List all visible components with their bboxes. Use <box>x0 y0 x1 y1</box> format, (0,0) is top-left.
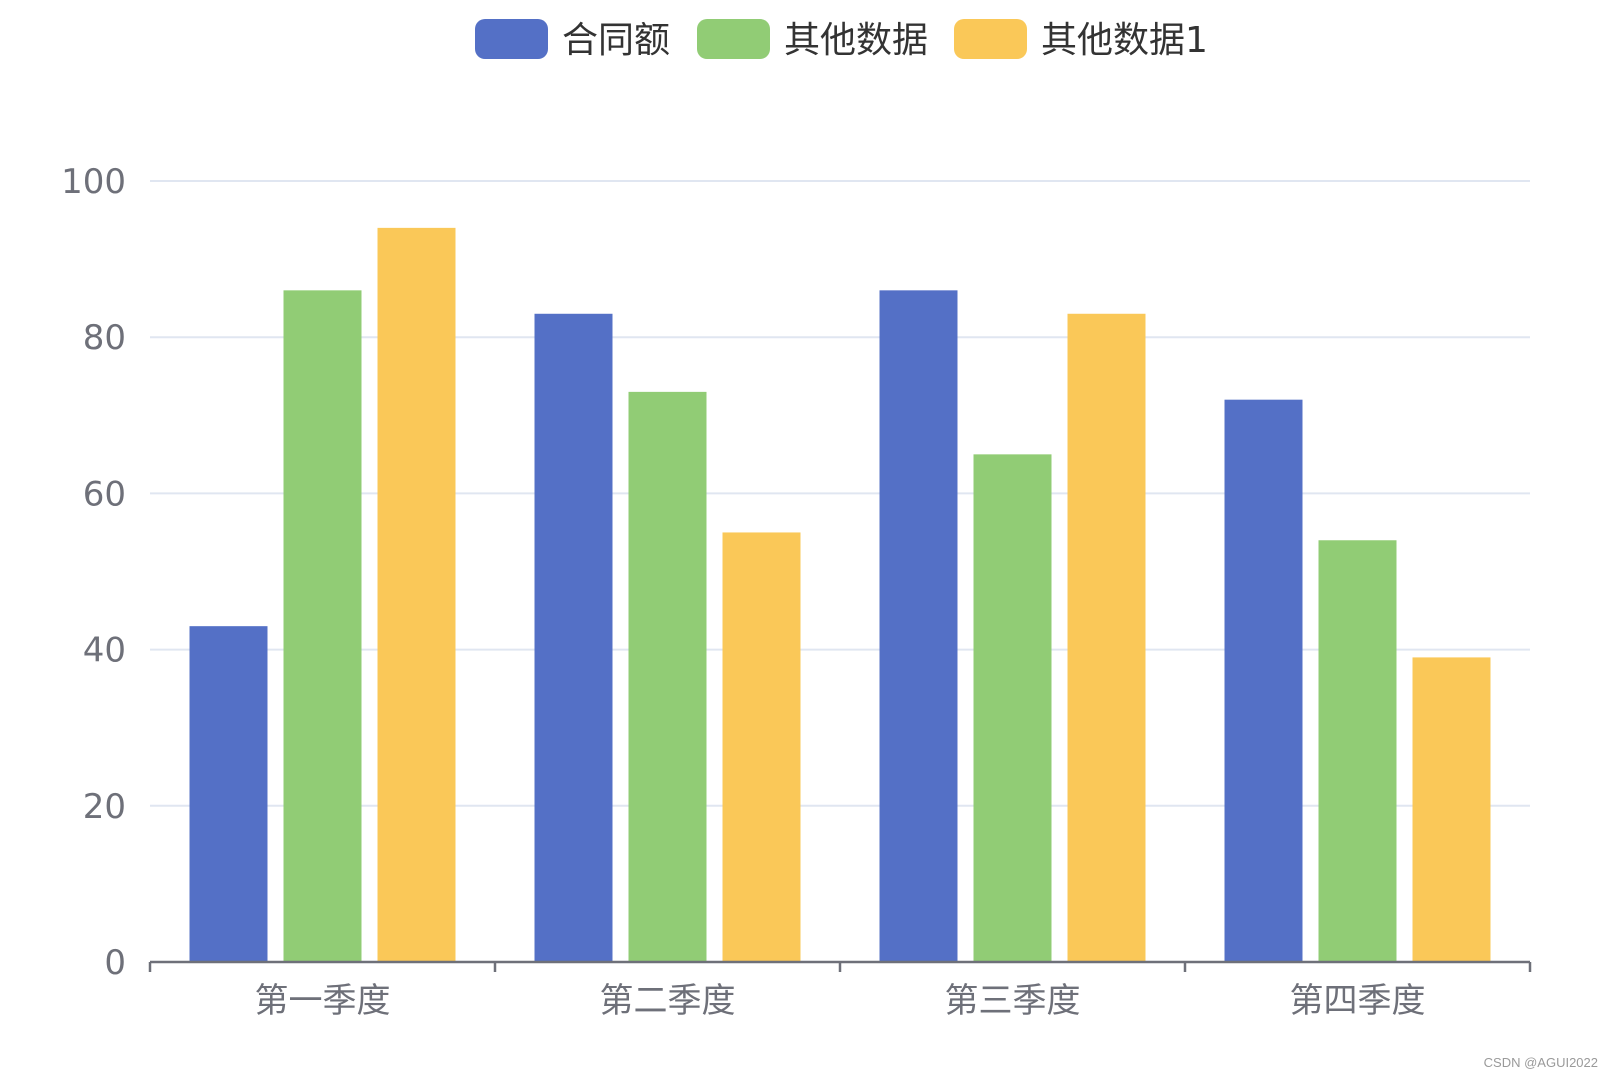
bar[interactable] <box>377 227 456 963</box>
legend-item[interactable]: 合同额 <box>475 19 670 61</box>
legend-item[interactable]: 其他数据1 <box>954 19 1208 61</box>
legend-label: 其他数据 <box>784 20 928 61</box>
y-tick-label: 20 <box>83 787 126 827</box>
watermark: CSDN @AGUI2022 <box>1483 1055 1598 1070</box>
legend-swatch <box>954 19 1027 59</box>
y-tick-label: 80 <box>83 318 126 358</box>
bar[interactable] <box>1412 657 1491 962</box>
x-tick-label: 第三季度 <box>945 981 1081 1021</box>
y-tick-label: 40 <box>83 631 126 671</box>
y-tick-label: 0 <box>104 943 126 983</box>
bars <box>189 227 1491 963</box>
y-axis-tick-labels: 0 20 40 60 80 100 <box>61 162 126 983</box>
legend-label: 合同额 <box>562 20 670 61</box>
y-tick-label: 60 <box>83 474 126 514</box>
x-tick-label: 第一季度 <box>255 981 391 1021</box>
legend-item[interactable]: 其他数据 <box>697 19 928 61</box>
bar[interactable] <box>189 626 268 962</box>
legend-label: 其他数据1 <box>1041 20 1208 61</box>
bar[interactable] <box>973 454 1052 962</box>
legend-swatch <box>475 19 548 59</box>
bar[interactable] <box>283 290 362 963</box>
legend: 合同额 其他数据 其他数据1 <box>475 19 1208 61</box>
bar[interactable] <box>1318 540 1397 962</box>
bar[interactable] <box>1224 399 1303 962</box>
bar[interactable] <box>722 532 801 962</box>
bar[interactable] <box>628 391 707 962</box>
bar[interactable] <box>879 290 958 963</box>
x-tick-label: 第四季度 <box>1290 981 1426 1021</box>
bar[interactable] <box>1067 313 1146 962</box>
legend-swatch <box>697 19 770 59</box>
y-tick-label: 100 <box>61 162 126 202</box>
x-tick-label: 第二季度 <box>600 981 736 1021</box>
x-axis: 第一季度 第二季度 第三季度 第四季度 <box>148 960 1532 1021</box>
bar[interactable] <box>534 313 613 962</box>
